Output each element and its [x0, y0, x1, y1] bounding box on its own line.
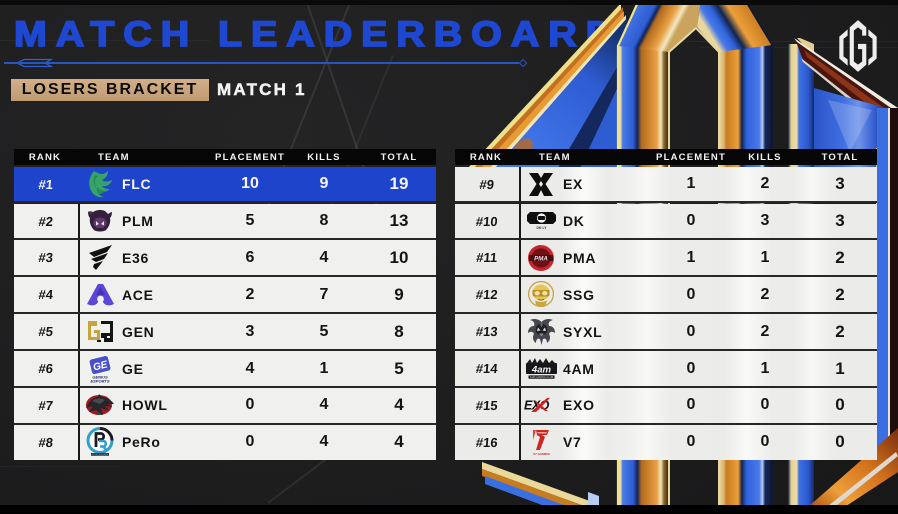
- svg-text:DK·LY: DK·LY: [536, 226, 547, 230]
- svg-text:GE: GE: [92, 359, 109, 373]
- svg-text:V7 GAMING: V7 GAMING: [533, 452, 551, 456]
- svg-text:4AM GAMING CLUB: 4AM GAMING CLUB: [529, 376, 553, 379]
- svg-text:GENIUS: GENIUS: [92, 375, 108, 380]
- svg-text:ESPORTS: ESPORTS: [90, 379, 109, 384]
- svg-text:4am: 4am: [530, 364, 551, 375]
- svg-text:ATTACKSHARK: ATTACKSHARK: [91, 454, 109, 457]
- svg-text:PMA: PMA: [534, 255, 548, 262]
